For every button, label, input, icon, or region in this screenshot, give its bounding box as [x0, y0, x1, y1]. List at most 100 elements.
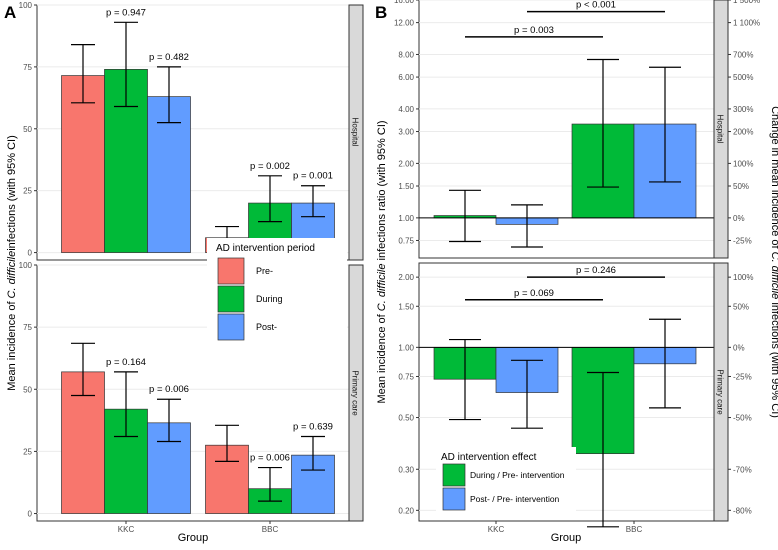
panel-a-hospital-strip [348, 4, 364, 261]
panel-a-hospital-pvalue-bbc-during: p = 0.002 [250, 161, 290, 172]
panel-b-primary-care-y2-tick-label-0: -80% [733, 506, 752, 515]
panel-a-primary-care-y-tick-label-100: 100 [19, 261, 33, 270]
panel-b-hospital-y-tick-label-0: 0.75 [398, 236, 414, 245]
panel-a-hospital-pvalue-bbc-post: p = 0.001 [293, 171, 333, 182]
panel-b-hospital-y-tick-label-5: 4.00 [398, 105, 414, 114]
panel-b-primary-care-y-tick-label-5: 1.50 [398, 302, 414, 311]
panel-a-primary-care-y-tick-label-25: 25 [23, 447, 32, 456]
panel-b-y2-axis-title-italic: C. difficile [769, 252, 778, 300]
panel-a-hospital-pvalue-kkc-post: p = 0.482 [149, 52, 189, 63]
panel-b-y-axis-title: Mean incidence of C. difficile infection… [376, 120, 388, 403]
panel-b-primary-care-strip-label: Primary care [716, 369, 725, 415]
panel-b-hospital-y2-tick-label-8: 1 100% [733, 19, 760, 28]
panel-b-hospital-bracket-label-0: p = 0.003 [514, 25, 554, 36]
panel-b-primary-care-y-tick-label-3: 0.75 [398, 372, 414, 381]
panel-b-hospital-bracket-label-1: p < 0.001 [576, 0, 616, 11]
panel-b-primary-care-y-tick-label-4: 1.00 [398, 343, 414, 352]
panel-b-hospital-y2-tick-label-7: 700% [733, 50, 753, 59]
panel-b-primary-care-bracket-label-1: p = 0.246 [576, 265, 616, 276]
panel-a-primary-care-strip-label: Primary care [351, 370, 360, 416]
panel-a-hospital-y-tick-label-25: 25 [23, 187, 32, 196]
panel-a-hospital-y-tick-label-50: 50 [23, 125, 32, 134]
panel-a-hospital-bar-kkc-pre [61, 75, 105, 253]
panel-b-legend: AD intervention effect During / Pre- int… [436, 447, 576, 513]
panel-a-primary-care-y-tick-label-50: 50 [23, 385, 32, 394]
panel-a-primary-care-y-tick-label-0: 0 [28, 510, 33, 519]
panel-b-hospital-y2-tick-label-0: -25% [733, 236, 752, 245]
panel-b-hospital-y2-tick-label-9: 1 500% [733, 0, 760, 5]
panel-b-hospital-y-tick-label-3: 2.00 [398, 159, 414, 168]
panel-a-y-axis-title-pre: Mean incidence of [6, 298, 18, 390]
panel-a-hospital-y-tick-label-0: 0 [28, 249, 33, 258]
panel-b-legend-swatch-post-pre-intervention [442, 487, 466, 511]
panel-b-hospital-y2-tick-label-4: 200% [733, 128, 753, 137]
panel-b-primary-care-y2-tick-label-1: -70% [733, 465, 752, 474]
panel-b-legend-label-during-pre-intervention: During / Pre- intervention [470, 470, 565, 480]
panel-b-legend-swatch-during-pre-intervention [442, 463, 466, 487]
panel-b-primary-care-y2-tick-label-2: -50% [733, 414, 752, 423]
panel-a-y-axis-title: Mean incidence of C. difficileinfections… [6, 135, 18, 391]
panel-b-primary-care-y-tick-label-1: 0.30 [398, 465, 414, 474]
panel-a-primary-care-strip [348, 264, 364, 522]
panel-b-legend-title: AD intervention effect [441, 452, 537, 463]
panel-a-legend-swatch-post [217, 313, 245, 341]
panel-b-hospital-y-tick-label-9: 16.00 [394, 0, 415, 5]
panel-a-legend-swatch-during [217, 285, 245, 313]
panel-a-primary-care-pvalue-bbc-post: p = 0.639 [293, 421, 333, 432]
panel-a-legend-title: AD intervention period [216, 243, 315, 254]
panel-b-hospital-y-tick-label-7: 8.00 [398, 50, 414, 59]
panel-b-hospital-y2-tick-label-5: 300% [733, 105, 753, 114]
panel-b-x-tick-label-bbc: BBC [626, 525, 643, 534]
panel-b-hospital-y-tick-label-4: 3.00 [398, 128, 414, 137]
panel-b-primary-care-y2-tick-label-4: 0% [733, 343, 745, 352]
panel-b-y-axis-title-italic: C. difficile [376, 264, 388, 312]
panel-a-y-axis-title-post: infections (with 95% CI) [6, 135, 18, 251]
panel-b-hospital-y-tick-label-8: 12.00 [394, 19, 415, 28]
panel-b-hospital-y2-tick-label-1: 0% [733, 214, 745, 223]
panel-b-hospital-y-tick-label-2: 1.50 [398, 182, 414, 191]
panel-a-x-tick-label-kkc: KKC [118, 525, 135, 534]
panel-a-legend: AD intervention period Pre- During Post- [207, 238, 347, 358]
panel-b-hospital-strip-label: Hospital [716, 115, 725, 144]
panel-a-legend-label-pre: Pre- [256, 266, 273, 276]
panel-b-hospital-y-tick-label-1: 1.00 [398, 214, 414, 223]
panel-b-x-tick-label-kkc: KKC [488, 525, 505, 534]
panel-a-legend-label-post: Post- [256, 322, 277, 332]
panel-a-hospital-pvalue-kkc-during: p = 0.947 [106, 7, 146, 18]
panel-b-hospital-strip [713, 0, 729, 259]
panel-b-primary-care-strip [713, 262, 729, 522]
panel-b-primary-care-y2-tick-label-5: 50% [733, 302, 749, 311]
panel-b-primary-care-y-tick-label-6: 2.00 [398, 273, 414, 282]
panel-b-primary-care-y2-tick-label-6: 100% [733, 273, 753, 282]
panel-a-legend-label-during: During [256, 294, 283, 304]
panel-a-hospital-y-tick-label-100: 100 [19, 1, 33, 10]
panel-b-y-axis-title-pre: Mean incidence of [376, 311, 388, 403]
panel-b-primary-care-bracket-label-0: p = 0.069 [514, 288, 554, 299]
panel-a-label: A [4, 3, 16, 22]
panel-b-hospital-y2-tick-label-6: 500% [733, 73, 753, 82]
panel-a-x-axis-title: Group [178, 532, 209, 544]
panel-b-primary-care-y-tick-label-0: 0.20 [398, 506, 414, 515]
panel-b-hospital-y2-tick-label-2: 50% [733, 182, 749, 191]
panel-b-y2-axis-title: Change in mean incidence of C. difficile… [769, 106, 778, 418]
panel-a-primary-care-pvalue-kkc-during: p = 0.164 [106, 357, 146, 368]
panel-a-x-tick-label-bbc: BBC [262, 525, 279, 534]
panel-a-primary-care-pvalue-kkc-post: p = 0.006 [149, 384, 189, 395]
panel-a-legend-swatch-pre [217, 257, 245, 285]
panel-a-primary-care-y-tick-label-75: 75 [23, 323, 32, 332]
panel-b-y2-axis-title-post: infections (with 95% CI) [769, 299, 778, 418]
panel-a-hospital-y-tick-label-75: 75 [23, 63, 32, 72]
panel-a-primary-care-pvalue-bbc-during: p = 0.006 [250, 453, 290, 464]
panel-b-x-axis-title: Group [551, 532, 582, 544]
panel-b-primary-care-y2-tick-label-3: -25% [733, 372, 752, 381]
panel-b-hospital-y2-tick-label-3: 100% [733, 159, 753, 168]
panel-a-y-axis-title-italic: C. difficile [6, 251, 18, 299]
panel-b-legend-label-post-pre-intervention: Post- / Pre- intervention [470, 494, 560, 504]
panel-b-label: B [375, 3, 387, 22]
panel-b-y-axis-title-post: infections ratio (with 95% CI) [376, 120, 388, 263]
panel-b: B p = 0.003 p < 0.001 Hospital 0.75 1.00 1.… [375, 0, 778, 544]
panel-b-hospital-y-tick-label-6: 6.00 [398, 73, 414, 82]
panel-a-hospital-strip-label: Hospital [351, 118, 360, 147]
